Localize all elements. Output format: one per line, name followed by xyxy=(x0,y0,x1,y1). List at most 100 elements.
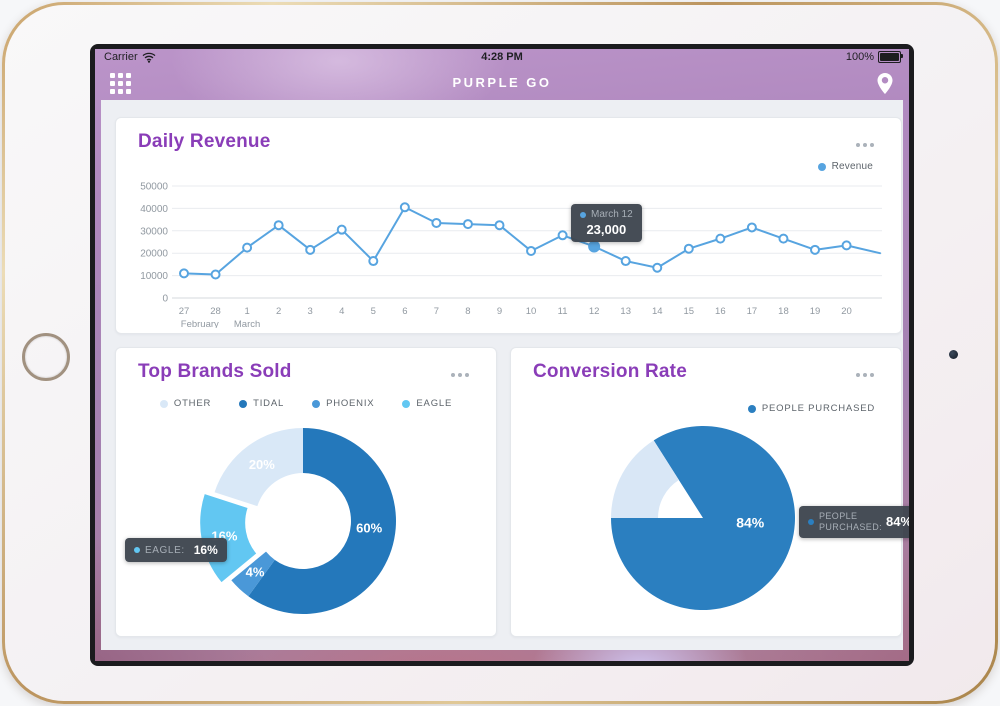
svg-text:30000: 30000 xyxy=(140,226,168,237)
brands-legend: OTHER TIDAL PHOENIX EAGLE xyxy=(116,398,496,409)
svg-text:27: 27 xyxy=(179,306,190,317)
legend-item-people-purchased[interactable]: PEOPLE PURCHASED xyxy=(747,403,875,414)
data-point xyxy=(620,256,631,267)
conversion-pie-chart[interactable]: 84% xyxy=(511,414,901,636)
legend-item-other[interactable]: OTHER xyxy=(159,398,211,409)
location-pin-button[interactable] xyxy=(876,72,894,100)
tooltip-value: 23,000 xyxy=(586,222,627,237)
svg-text:7: 7 xyxy=(434,306,439,317)
data-point xyxy=(179,268,189,279)
card-title-conversion-rate: Conversion Rate xyxy=(533,361,687,382)
legend-item-tidal[interactable]: TIDAL xyxy=(239,398,284,409)
legend-label: EAGLE xyxy=(416,398,453,409)
legend-item-eagle[interactable]: EAGLE xyxy=(402,398,452,409)
slice-label: 60% xyxy=(356,520,382,535)
svg-text:12: 12 xyxy=(589,306,600,317)
svg-text:15: 15 xyxy=(684,306,695,317)
slice-phoenix xyxy=(231,551,275,597)
slice-label: 84% xyxy=(736,514,765,530)
slice-other xyxy=(214,428,303,507)
daily-revenue-card: Daily Revenue Revenue 0 10000 20000 30000 40… xyxy=(115,117,902,334)
tooltip-value: 84% xyxy=(886,514,909,530)
tooltip-label: PEOPLE PURCHASED: xyxy=(819,511,883,532)
svg-text:March: March xyxy=(234,319,260,328)
tooltip-label: March 12 xyxy=(591,209,633,220)
legend-dot xyxy=(239,399,248,408)
data-point xyxy=(778,233,789,244)
legend-item-revenue[interactable]: Revenue xyxy=(817,161,873,172)
data-point xyxy=(368,256,379,267)
legend-label: TIDAL xyxy=(253,398,285,409)
slice-people-purchased xyxy=(611,426,795,610)
chart-tooltip: March 12 23,000 xyxy=(571,204,642,242)
app-bar: PURPLE GO xyxy=(95,67,909,100)
svg-text:10: 10 xyxy=(526,306,537,317)
legend-label: PEOPLE PURCHASED xyxy=(761,403,875,414)
svg-text:40000: 40000 xyxy=(140,204,168,215)
data-point xyxy=(336,224,347,235)
svg-text:10000: 10000 xyxy=(140,271,168,282)
svg-text:5: 5 xyxy=(371,306,376,317)
home-button[interactable] xyxy=(22,333,70,381)
data-point xyxy=(526,245,537,256)
screen-bezel: Carrier 4:28 PM 100% xyxy=(90,44,914,666)
apps-grid-menu-button[interactable] xyxy=(110,73,131,94)
svg-text:8: 8 xyxy=(465,306,470,317)
legend-dot xyxy=(402,399,411,408)
svg-text:18: 18 xyxy=(778,306,789,317)
conversion-legend: PEOPLE PURCHASED xyxy=(747,403,875,414)
data-point xyxy=(462,219,473,230)
data-point xyxy=(746,222,757,233)
top-brands-card: Top Brands Sold OTHER TIDAL PHOENIX EAGLE 6… xyxy=(115,347,497,637)
slice-tidal xyxy=(248,428,396,614)
legend-dot xyxy=(159,399,168,408)
chart-tooltip: PEOPLE PURCHASED: 84% xyxy=(799,506,909,538)
data-point xyxy=(841,240,852,251)
svg-text:19: 19 xyxy=(810,306,821,317)
battery-percent: 100% xyxy=(845,51,874,63)
status-bar: Carrier 4:28 PM 100% xyxy=(95,49,909,67)
revenue-series xyxy=(179,202,881,280)
data-point xyxy=(210,269,221,280)
slice-segment xyxy=(611,440,679,518)
slice-label: 4% xyxy=(246,565,265,580)
data-point xyxy=(273,220,284,231)
data-point xyxy=(305,244,316,255)
wifi-icon xyxy=(142,52,156,63)
svg-text:0: 0 xyxy=(162,294,168,305)
legend-item-phoenix[interactable]: PHOENIX xyxy=(312,398,374,409)
legend-label: Revenue xyxy=(831,161,873,172)
data-point xyxy=(715,233,726,244)
data-point xyxy=(494,220,505,231)
data-point xyxy=(683,243,694,254)
card-menu-button[interactable] xyxy=(853,140,877,150)
tooltip-value: 16% xyxy=(193,543,218,557)
top-brands-donut-chart[interactable]: 60% 4% 16% 20% xyxy=(116,414,496,636)
svg-text:20: 20 xyxy=(841,306,852,317)
svg-text:11: 11 xyxy=(558,306,568,317)
svg-text:2: 2 xyxy=(276,306,281,317)
camera-icon xyxy=(949,350,958,359)
card-menu-button[interactable] xyxy=(853,370,877,380)
svg-text:February: February xyxy=(181,319,219,328)
chart-tooltip: EAGLE: 16% xyxy=(125,538,227,562)
data-point xyxy=(557,230,568,241)
svg-text:16: 16 xyxy=(715,306,726,317)
slice-label: 20% xyxy=(249,457,275,472)
legend-label: PHOENIX xyxy=(326,398,375,409)
data-point xyxy=(588,240,601,253)
card-menu-button[interactable] xyxy=(448,370,472,380)
revenue-legend: Revenue xyxy=(817,161,873,172)
app-title: PURPLE GO xyxy=(452,75,552,90)
svg-text:4: 4 xyxy=(339,306,344,317)
legend-dot xyxy=(312,399,321,408)
svg-text:20000: 20000 xyxy=(140,249,168,260)
data-point xyxy=(810,244,820,255)
svg-text:17: 17 xyxy=(747,306,758,317)
data-point xyxy=(242,242,253,253)
svg-text:13: 13 xyxy=(620,306,631,317)
tooltip-label: EAGLE: xyxy=(145,544,185,556)
